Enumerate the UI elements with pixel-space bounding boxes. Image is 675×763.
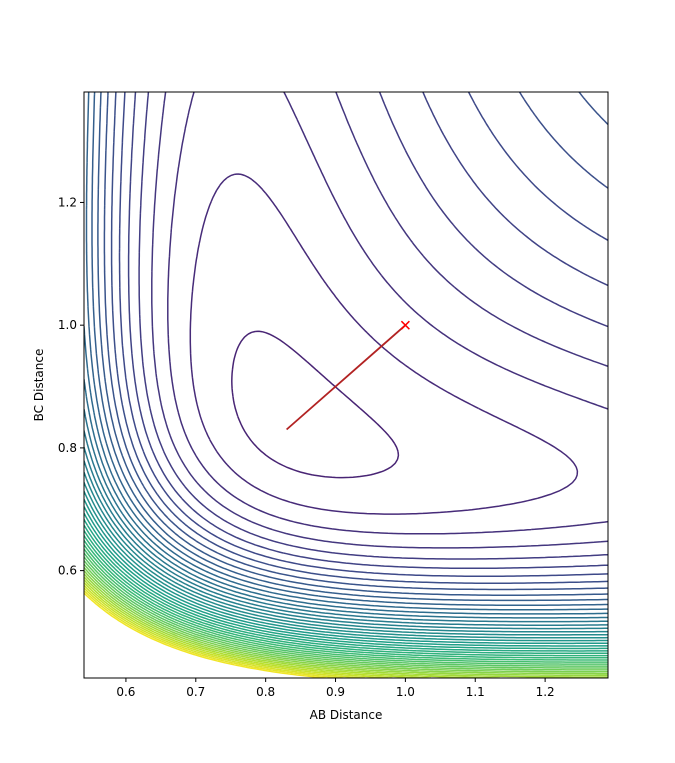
contour-level-line	[91, 92, 608, 602]
x-tick-label: 0.6	[116, 685, 135, 699]
plot-frame	[83, 91, 609, 679]
contour-level-line	[138, 92, 608, 560]
contour-level-line	[85, 92, 608, 606]
contour-level-line	[110, 92, 608, 584]
x-tick-label: 0.9	[326, 685, 345, 699]
contour-level-line	[84, 582, 431, 678]
x-tick-label: 1.0	[396, 685, 415, 699]
contour-level-line	[84, 519, 608, 650]
contour-level-line	[84, 379, 608, 615]
contour-level-line	[84, 590, 344, 678]
contour-level-line	[84, 524, 608, 652]
contour-level-line	[84, 530, 608, 655]
y-tick-label: 1.2	[58, 195, 77, 209]
contour-level-line	[84, 539, 608, 659]
y-tick-label: 1.0	[58, 318, 77, 332]
contour-level-line	[84, 556, 608, 667]
contour-level-line	[84, 560, 608, 669]
x-tick-label: 0.7	[186, 685, 205, 699]
y-tick-label: 0.6	[58, 564, 77, 578]
contour-level-line	[103, 92, 608, 591]
trajectory	[286, 320, 410, 431]
contour-level-line	[84, 498, 608, 642]
contour-level-line	[167, 92, 608, 535]
contour-level-line	[84, 506, 608, 645]
x-tick-label: 1.2	[536, 685, 555, 699]
contour-level-line	[84, 409, 608, 619]
contour-level-line	[231, 330, 400, 479]
contour-level-line	[84, 584, 393, 678]
contour-level-line	[84, 471, 608, 633]
contour-level-line	[84, 570, 608, 675]
contour-level-line	[84, 573, 608, 677]
contour-level-line	[151, 92, 608, 549]
contour-level-line	[84, 563, 608, 671]
contour-level-line	[118, 92, 608, 577]
contour-level-line	[84, 460, 608, 630]
trajectory-end-marker	[400, 320, 410, 330]
contour-level-line	[84, 552, 608, 665]
contour-lines	[84, 92, 608, 678]
contour-level-line	[84, 446, 608, 626]
contour-level-line	[84, 326, 608, 611]
y-axis-label: BC Distance	[32, 349, 46, 422]
contour-level-line	[84, 482, 608, 636]
y-axis-ticks: 0.6 0.8 1.0 1.2	[58, 195, 84, 578]
y-tick-label: 0.8	[58, 441, 77, 455]
x-tick-label: 1.1	[466, 685, 485, 699]
x-axis-ticks: 0.6 0.7 0.8 0.9 1.0 1.1 1.2	[116, 678, 555, 699]
contour-level-line	[84, 512, 608, 647]
trajectory-line	[286, 324, 406, 431]
contour-level-line	[84, 548, 608, 663]
x-axis-label: AB Distance	[310, 708, 383, 722]
contour-level-line	[97, 92, 608, 596]
x-tick-label: 0.8	[256, 685, 275, 699]
contour-level-line	[84, 566, 608, 673]
contour-level-line	[84, 430, 608, 623]
contour-level-line	[84, 490, 608, 639]
contour-level-line	[127, 92, 608, 570]
contour-level-line	[84, 587, 366, 678]
contour-level-line	[84, 576, 608, 678]
contour-level-line	[84, 535, 608, 657]
contour-level-line	[84, 544, 608, 661]
contour-level-line	[189, 173, 579, 515]
